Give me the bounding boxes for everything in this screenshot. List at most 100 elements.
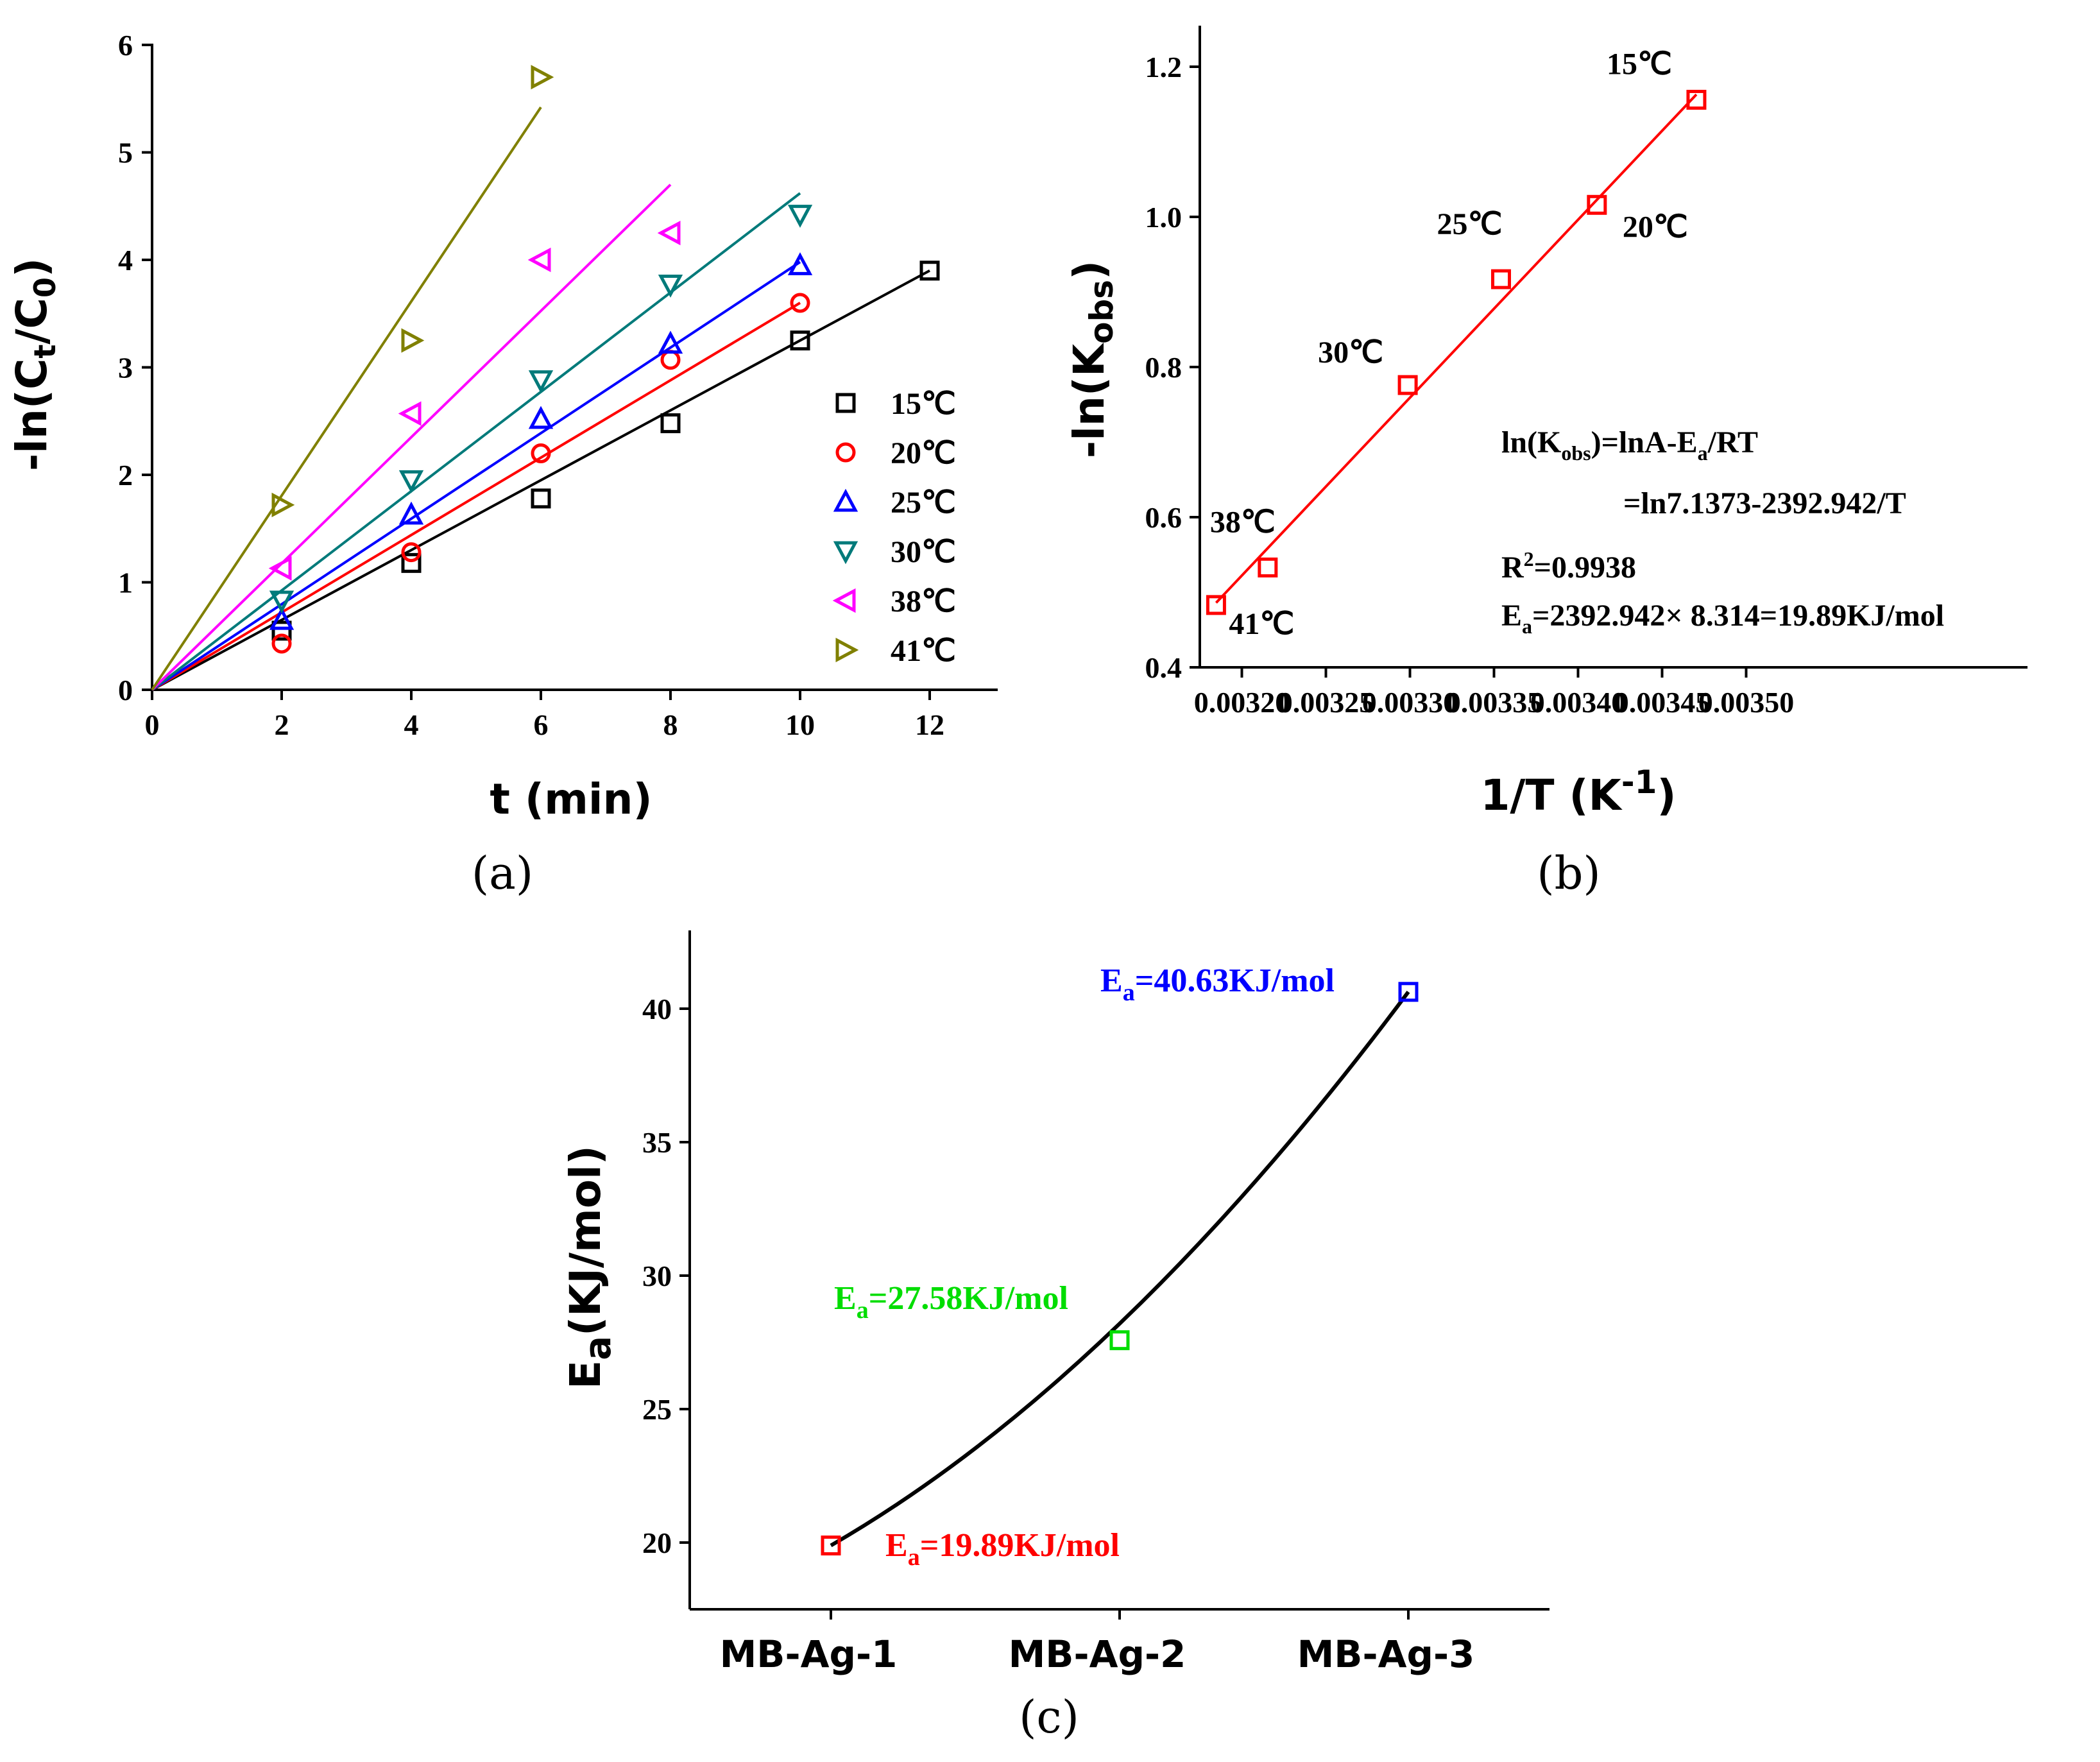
a-data-point xyxy=(531,65,554,90)
a-y-tick-label: 1 xyxy=(118,567,133,599)
b-point-label: 38℃ xyxy=(1210,505,1276,539)
a-legend-marker xyxy=(835,637,859,663)
c-point-label: Ea=27.58KJ/mol xyxy=(834,1280,1068,1324)
b-data-point xyxy=(1491,269,1512,289)
a-legend-marker xyxy=(835,442,856,463)
a-x-tick-label: 10 xyxy=(785,708,815,741)
b-equation-1: ln(Kobs)=lnA-Ea/RT xyxy=(1501,425,1758,465)
a-data-point xyxy=(657,220,681,246)
a-legend-label: 20℃ xyxy=(891,436,956,470)
c-y-axis-label: Ea(KJ/mol) xyxy=(561,1145,619,1389)
c-panel-label: (c) xyxy=(1019,1691,1079,1743)
c-category-label: MB-Ag-2 xyxy=(1009,1632,1186,1676)
a-data-point xyxy=(658,330,683,354)
a-y-tick-label: 2 xyxy=(118,459,133,492)
c-category-label: MB-Ag-1 xyxy=(720,1632,898,1676)
a-data-point xyxy=(787,205,813,228)
a-data-point xyxy=(790,293,810,313)
a-x-tick-label: 8 xyxy=(663,708,678,741)
a-data-point xyxy=(271,620,292,641)
c-data-point xyxy=(1109,1330,1130,1351)
c-point-label: Ea=40.63KJ/mol xyxy=(1100,962,1335,1006)
a-y-tick-label: 3 xyxy=(118,352,133,384)
a-fit-line xyxy=(151,261,801,691)
b-y-axis-label: -ln(Kobs) xyxy=(1064,261,1120,458)
a-legend-label: 15℃ xyxy=(891,387,956,421)
a-data-point xyxy=(531,488,551,509)
b-x-tick-label: 0.00330 xyxy=(1362,686,1458,719)
a-data-point xyxy=(401,552,422,573)
a-data-point xyxy=(658,275,683,298)
b-point-label: 20℃ xyxy=(1623,210,1688,244)
a-data-point xyxy=(398,470,424,493)
a-y-tick-label: 5 xyxy=(118,137,133,169)
a-legend-label: 25℃ xyxy=(891,486,956,520)
b-r-squared: R2=0.9938 xyxy=(1501,547,1636,585)
b-x-tick-label: 0.00350 xyxy=(1698,686,1795,719)
b-panel-label: (b) xyxy=(1537,847,1600,900)
a-panel-label: (a) xyxy=(472,847,533,900)
a-data-point xyxy=(271,492,295,518)
a-y-tick-label: 4 xyxy=(118,244,133,277)
a-legend: 15℃ 20℃ 25℃ 30℃ 38℃ 41℃ xyxy=(832,387,956,668)
a-fit-line xyxy=(151,192,801,691)
b-data-point xyxy=(1258,557,1278,577)
c-data-point xyxy=(1398,982,1419,1002)
b-data-point xyxy=(1686,89,1707,110)
c-category-label: MB-Ag-3 xyxy=(1297,1632,1475,1676)
b-x-tick-label: 0.00335 xyxy=(1446,686,1542,719)
a-x-tick-label: 12 xyxy=(915,708,944,741)
a-data-point xyxy=(401,328,425,353)
b-x-axis-label: 1/T (K-1) xyxy=(1480,764,1676,820)
b-x-tick-label: 0.00340 xyxy=(1530,686,1626,719)
a-data-point xyxy=(790,330,810,351)
a-legend-marker xyxy=(833,488,858,512)
c-y-tick-label: 20 xyxy=(642,1527,672,1559)
chart-b: 0.003200.003250.003300.003350.003400.003… xyxy=(1064,26,2027,900)
a-data-point xyxy=(398,501,424,525)
a-fit-line xyxy=(151,184,672,691)
b-data-point xyxy=(1397,375,1418,395)
a-data-point xyxy=(527,247,551,273)
b-y-tick-label: 0.6 xyxy=(1145,501,1182,534)
a-x-tick-label: 6 xyxy=(534,708,549,741)
c-y-tick-label: 40 xyxy=(642,993,672,1025)
a-data-point xyxy=(528,406,554,429)
a-data-point xyxy=(528,370,554,393)
b-point-label: 41℃ xyxy=(1229,607,1294,641)
b-x-tick-label: 0.00325 xyxy=(1278,686,1374,719)
a-data-point xyxy=(787,252,813,275)
c-y-tick-label: 30 xyxy=(642,1260,672,1292)
b-fit-line xyxy=(1215,93,1698,604)
a-legend-label: 38℃ xyxy=(891,585,956,619)
a-legend-marker xyxy=(832,588,856,613)
c-y-tick-label: 25 xyxy=(642,1393,672,1426)
b-point-label: 30℃ xyxy=(1318,336,1383,370)
b-y-tick-label: 1.0 xyxy=(1145,201,1182,234)
a-data-point xyxy=(269,606,295,630)
a-y-tick-label: 6 xyxy=(118,29,133,62)
b-point-label: 25℃ xyxy=(1437,207,1503,241)
a-data-point xyxy=(919,261,940,281)
c-trend-curve xyxy=(830,990,1410,1548)
a-legend-marker xyxy=(835,393,856,413)
b-y-tick-label: 0.8 xyxy=(1145,351,1182,384)
a-data-point xyxy=(271,633,292,654)
a-data-point xyxy=(660,413,681,434)
a-fit-line xyxy=(151,302,801,691)
b-x-tick-label: 0.00345 xyxy=(1614,686,1711,719)
a-data-point xyxy=(531,443,551,463)
a-x-tick-label: 2 xyxy=(275,708,289,741)
b-point-label: 15℃ xyxy=(1607,47,1672,81)
a-fit-line xyxy=(151,269,930,691)
b-x-tick-label: 0.00320 xyxy=(1194,686,1290,719)
b-y-tick-label: 0.4 xyxy=(1145,651,1182,684)
a-data-point xyxy=(268,556,292,581)
b-y-tick-label: 1.2 xyxy=(1145,51,1182,83)
a-legend-label: 41℃ xyxy=(891,634,956,668)
a-data-point xyxy=(269,590,295,614)
chart-c: 20 25 30 35 40 MB-Ag-1 MB-Ag-2 MB-Ag-3 Ea=19.89… xyxy=(561,930,1549,1743)
a-data-point xyxy=(398,401,422,426)
